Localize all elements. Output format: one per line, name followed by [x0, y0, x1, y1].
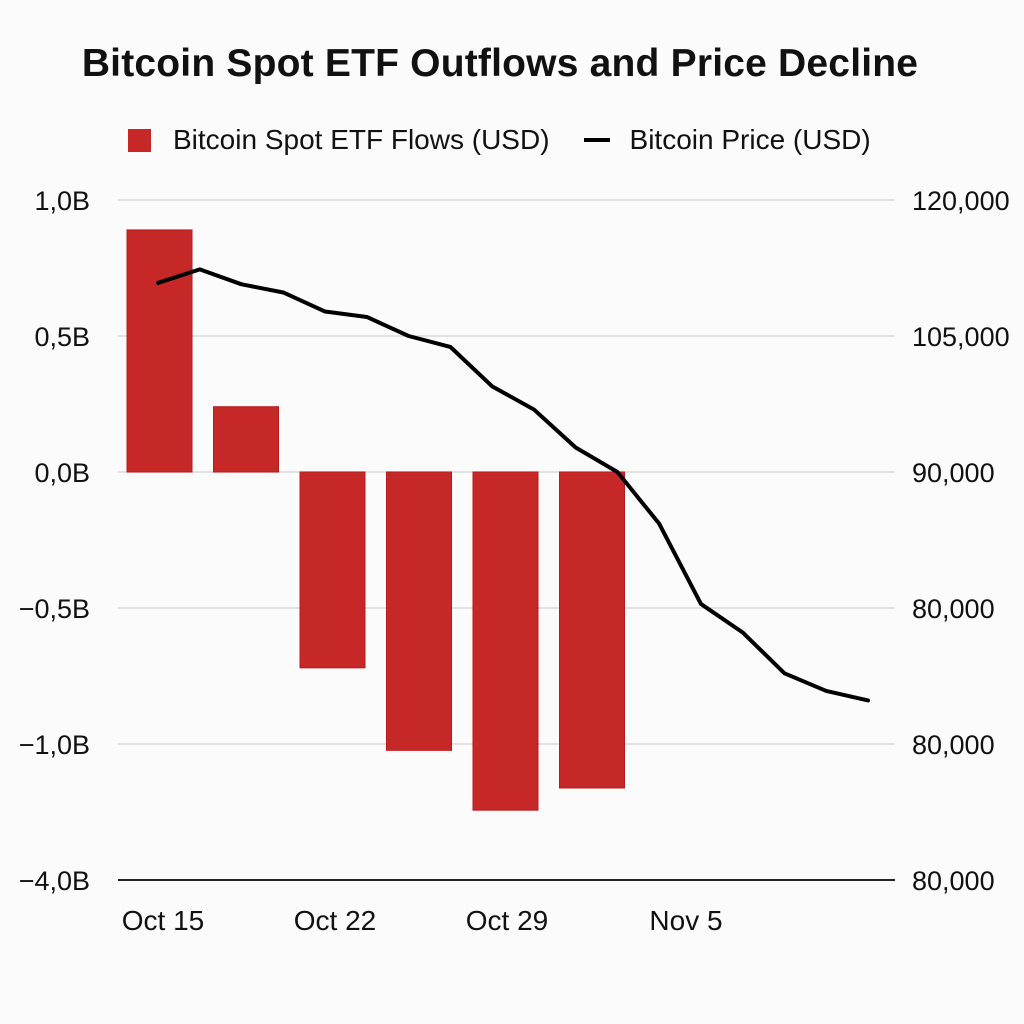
legend: Bitcoin Spot ETF Flows (USD) Bitcoin Pri…	[128, 120, 871, 160]
legend-item-price[interactable]: Bitcoin Price (USD)	[550, 124, 871, 156]
left-tick-label: −0,5B	[19, 594, 90, 624]
left-tick-label: 1,0B	[34, 186, 90, 216]
x-tick-label: Oct 22	[294, 905, 376, 936]
chart-title: Bitcoin Spot ETF Outflows and Price Decl…	[81, 42, 919, 85]
flow-bar	[559, 471, 625, 789]
flow-bar	[299, 471, 366, 669]
right-tick-label: 105,000	[912, 322, 1010, 352]
flow-bar	[213, 406, 279, 473]
legend-label-flows: Bitcoin Spot ETF Flows (USD)	[173, 124, 550, 155]
right-tick-label: 80,000	[912, 594, 995, 624]
right-tick-label: 80,000	[912, 866, 995, 896]
left-tick-label: −4,0B	[19, 866, 90, 896]
price-line	[156, 267, 870, 703]
flow-bars	[126, 229, 625, 811]
line-swatch-icon	[583, 138, 610, 142]
right-tick-label: 90,000	[912, 458, 995, 488]
flow-bar	[472, 471, 539, 811]
left-tick-label: 0,0B	[34, 458, 90, 488]
x-tick-label: Oct 29	[466, 905, 548, 936]
right-axis-ticks: 120,000 105,000 90,000 80,000 80,000 80,000	[912, 186, 1010, 896]
right-tick-label: 80,000	[912, 730, 995, 760]
legend-item-flows[interactable]: Bitcoin Spot ETF Flows (USD)	[128, 124, 550, 156]
x-tick-label: Nov 5	[649, 905, 722, 936]
x-tick-label: Oct 15	[122, 905, 204, 936]
price-line-group	[156, 267, 870, 703]
left-axis-ticks: 1,0B 0,5B 0,0B −0,5B −1,0B −4,0B	[19, 186, 90, 896]
right-tick-label: 120,000	[912, 186, 1010, 216]
flow-bar	[386, 471, 452, 751]
left-tick-label: 0,5B	[34, 322, 90, 352]
bar-swatch-icon	[128, 128, 151, 152]
legend-label-price: Bitcoin Price (USD)	[629, 124, 871, 155]
flow-bar	[126, 229, 193, 473]
x-axis-ticks: Oct 15 Oct 22 Oct 29 Nov 5	[122, 905, 723, 936]
left-tick-label: −1,0B	[19, 730, 90, 760]
